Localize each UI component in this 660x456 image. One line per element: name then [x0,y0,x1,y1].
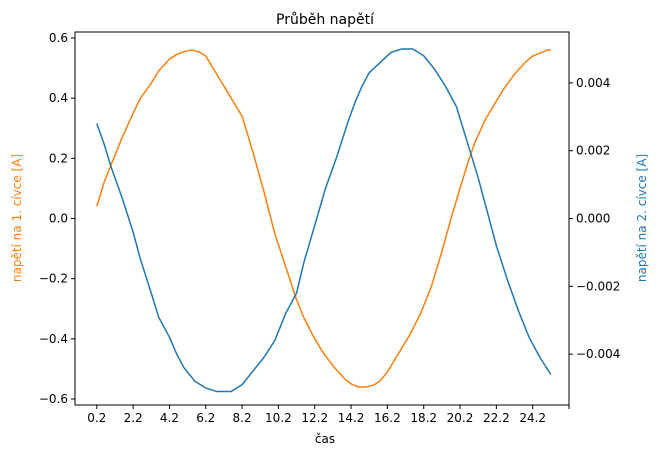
x-tick-label: 12.2 [301,411,328,425]
x-tick-label: 2.2 [124,411,143,425]
series-line-1 [96,49,551,388]
x-tick-label: 14.2 [338,411,365,425]
x-tick-label: 18.2 [410,411,437,425]
y-axis-left: −0.6 −0.4 −0.2 0.0 0.2 0.4 0.6 [39,31,75,406]
x-axis: 0.2 2.2 4.2 6.2 8.2 10.2 12.2 14.2 16.2 18.2 20.2 2… [87,405,570,425]
x-tick-label: 22.2 [483,411,510,425]
y-left-tick-label: 0.4 [49,91,68,105]
x-tick-label: 0.2 [87,411,106,425]
x-tick-label: 24.2 [519,411,546,425]
x-tick-label: 6.2 [196,411,215,425]
y-right-tick-label: 0.000 [576,212,610,226]
y-left-tick-label: −0.6 [39,392,68,406]
x-tick-label: 20.2 [447,411,474,425]
x-axis-label: čas [315,432,335,446]
y-axis-right-label: napětí na 2. cívce [A] [635,154,649,282]
y-right-tick-label: −0.004 [576,347,620,361]
chart-title: Průběh napětí [276,12,375,28]
y-right-tick-label: 0.004 [576,76,610,90]
y-left-tick-label: −0.4 [39,332,68,346]
x-tick-label: 10.2 [265,411,292,425]
y-left-tick-label: 0.2 [49,151,68,165]
y-axis-left-label: napětí na 1. cívce [A] [10,154,24,282]
y-left-tick-label: 0.6 [49,31,68,45]
series-line-2 [96,48,552,393]
x-tick-label: 16.2 [374,411,401,425]
x-tick-label: 4.2 [160,411,179,425]
x-tick-label: 8.2 [233,411,252,425]
plot-area [96,48,552,393]
y-left-tick-label: 0.0 [49,212,68,226]
y-axis-right: −0.004 −0.002 0.000 0.002 0.004 [569,76,620,361]
y-right-tick-label: 0.002 [576,144,610,158]
y-right-tick-label: −0.002 [576,279,620,293]
plot-frame [74,31,570,406]
y-left-tick-label: −0.2 [39,272,68,286]
